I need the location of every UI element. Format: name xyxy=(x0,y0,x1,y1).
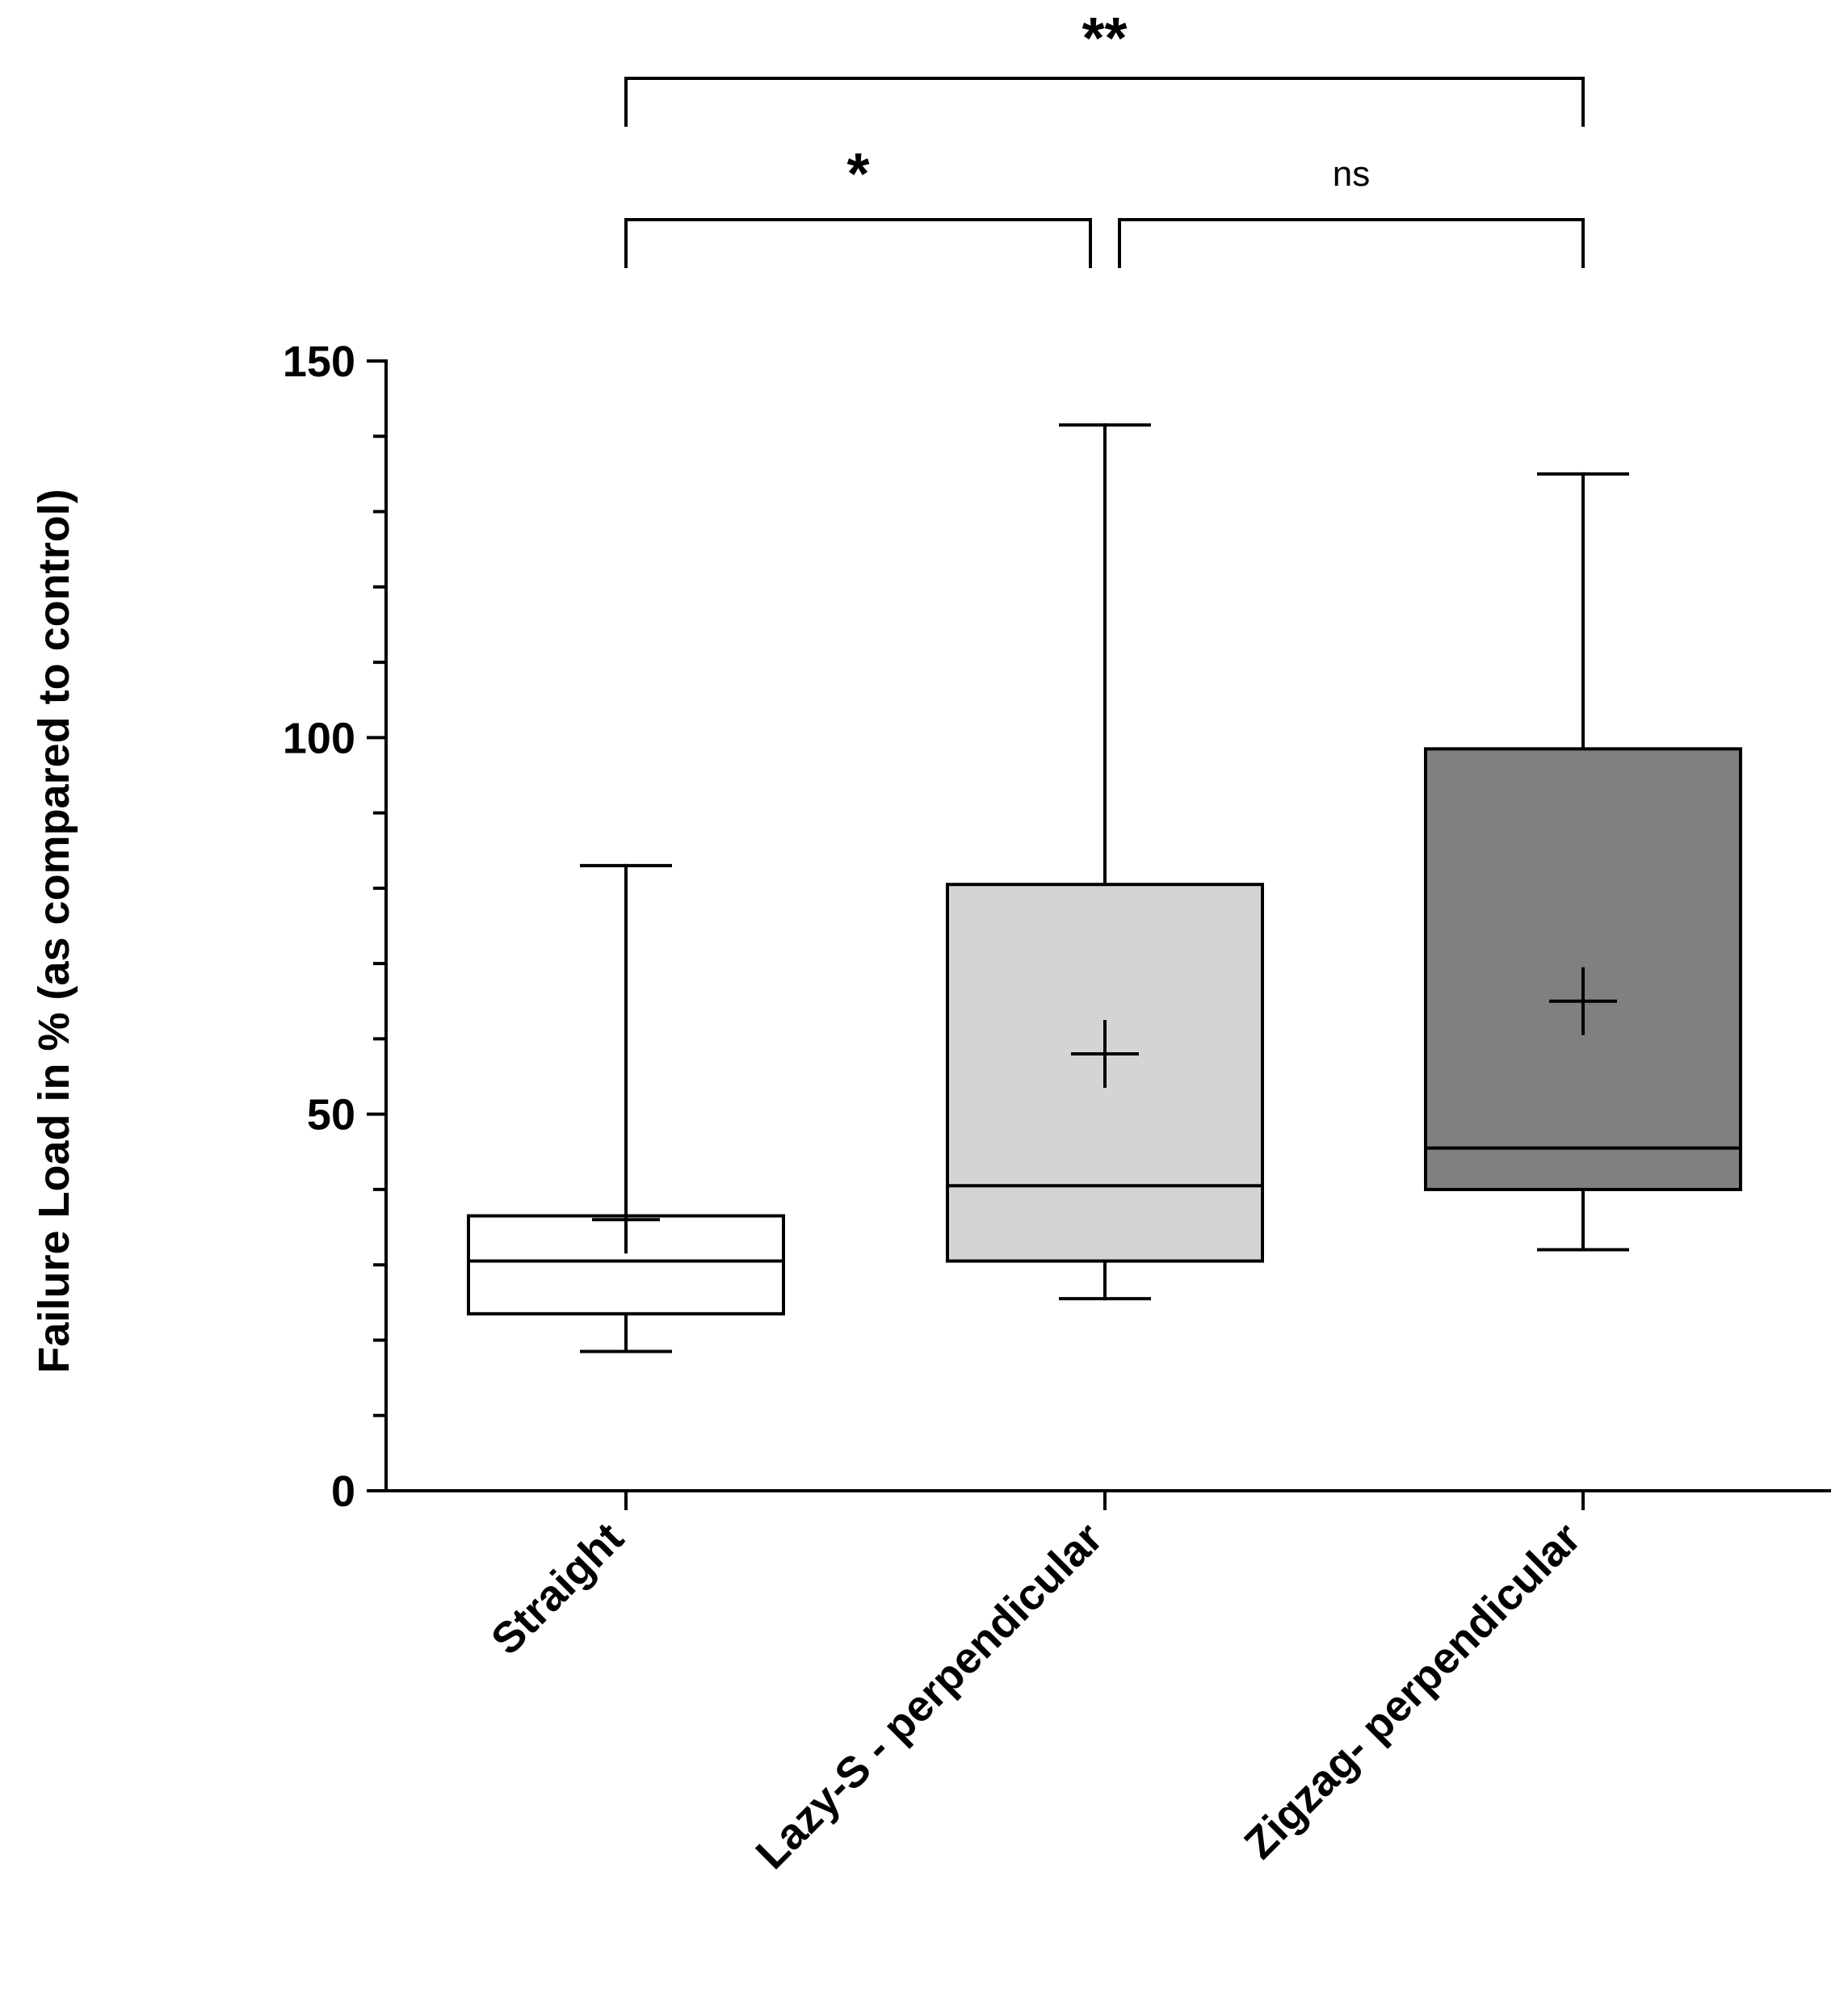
significance-bracket-3: ns xyxy=(1118,154,1585,268)
bracket-line xyxy=(624,218,1092,268)
y-tick-label: 150 xyxy=(283,338,355,386)
significance-brackets: *** ns xyxy=(624,6,1585,268)
x-tick-label: Straight xyxy=(482,1513,633,1664)
box-1 xyxy=(467,863,785,1353)
y-axis-label: Failure Load in % (as compared to contro… xyxy=(30,489,78,1373)
significance-label: ns xyxy=(1333,154,1370,194)
box-3 xyxy=(1424,472,1742,1252)
boxes xyxy=(467,423,1742,1353)
x-tick-label: Lazy-S - perpendicular xyxy=(747,1513,1112,1878)
bracket-line xyxy=(624,77,1585,127)
bracket-line xyxy=(1118,218,1585,268)
significance-bracket-1: ** xyxy=(624,6,1585,127)
significance-label: * xyxy=(846,142,869,207)
box-2 xyxy=(946,423,1264,1301)
x-tick-label: Zigzag- perpendicular xyxy=(1235,1513,1590,1868)
y-tick-label: 100 xyxy=(283,714,355,762)
y-tick-label: 50 xyxy=(307,1091,355,1139)
significance-label: ** xyxy=(1082,6,1127,71)
significance-bracket-2: * xyxy=(624,142,1092,268)
y-tick-label: 0 xyxy=(331,1467,355,1516)
